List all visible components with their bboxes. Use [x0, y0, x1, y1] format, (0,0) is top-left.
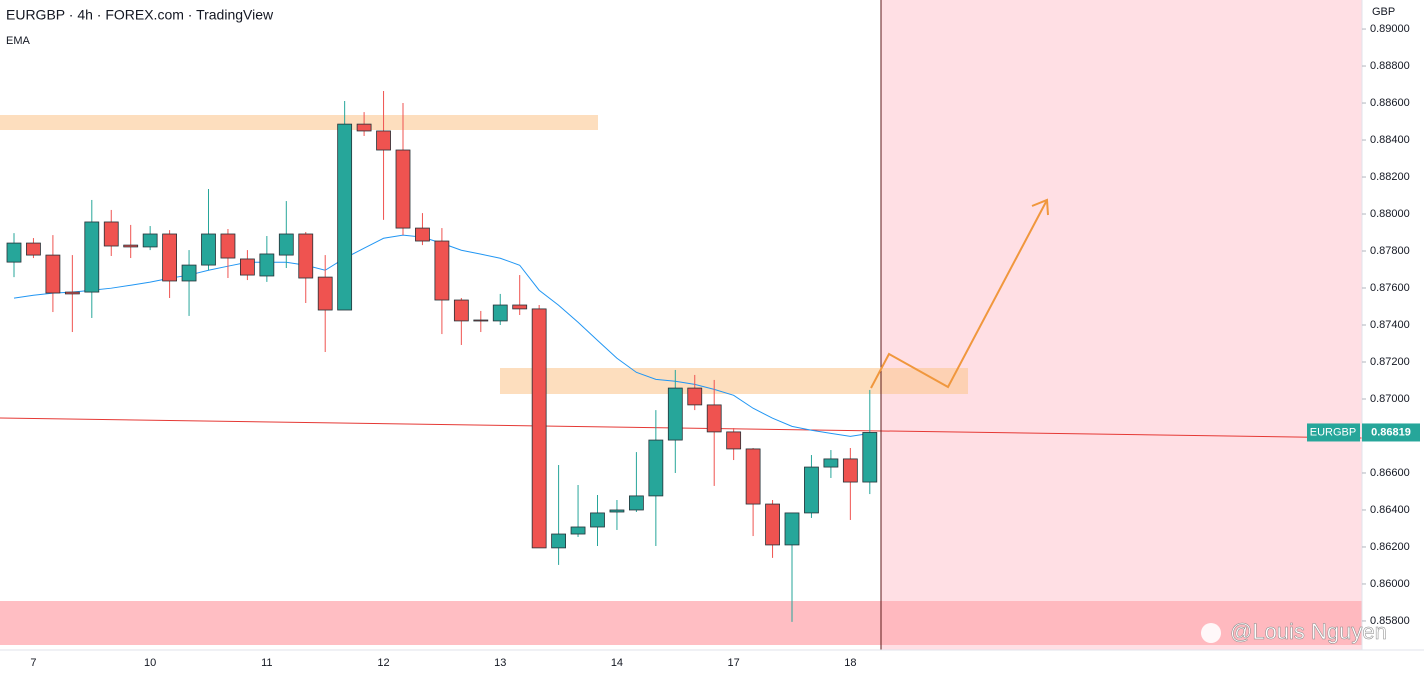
x-tick-label: 13: [494, 657, 506, 669]
candle-body: [648, 439, 664, 497]
candle-body: [6, 242, 22, 263]
candle-body: [64, 291, 80, 295]
y-tick-label: 0.88000: [1370, 208, 1410, 220]
candle-body: [629, 495, 644, 511]
x-tick-label: 11: [261, 657, 272, 669]
y-tick-label: 0.87000: [1370, 393, 1410, 405]
candle-body: [376, 130, 391, 151]
watermark: @Louis Nguyen: [1230, 619, 1387, 644]
candle-body: [531, 308, 547, 549]
x-tick-label: 14: [611, 657, 623, 669]
candle-body: [278, 233, 294, 256]
candle-body: [337, 123, 353, 311]
candle-body: [784, 512, 800, 546]
candle-body: [434, 240, 450, 301]
y-tick-label: 0.87800: [1370, 245, 1410, 257]
symbol-badge: [1307, 423, 1360, 442]
candle-body: [512, 304, 528, 310]
x-tick-label: 17: [728, 657, 740, 669]
y-tick-label: 0.86600: [1370, 467, 1410, 479]
y-tick-label: 0.87600: [1370, 282, 1410, 294]
candle-body: [706, 404, 722, 433]
last-price: 0.86819: [1371, 426, 1411, 438]
candle-body: [45, 254, 61, 294]
resistance-zone: [500, 368, 968, 394]
candle-body: [356, 123, 372, 132]
candle-body: [395, 149, 411, 229]
watermark-icon: [1201, 623, 1221, 643]
y-tick-label: 0.86400: [1370, 504, 1410, 516]
demand-zone: [0, 601, 1362, 645]
candle-body: [123, 244, 139, 248]
candle-body: [259, 253, 275, 277]
future-zone: [881, 0, 1362, 650]
candle-body: [298, 233, 314, 279]
x-tick-label: 18: [844, 657, 856, 669]
price-badge: [1362, 423, 1420, 442]
candle-body: [26, 242, 41, 256]
candle-body: [667, 387, 683, 441]
y-tick-label: 0.87400: [1370, 319, 1410, 331]
y-tick-label: 0.86000: [1370, 578, 1410, 590]
candle-body: [492, 304, 508, 322]
x-tick-label: 12: [377, 657, 389, 669]
candle-body: [687, 387, 703, 406]
y-tick-label: 0.85800: [1370, 615, 1410, 627]
candle-body: [745, 448, 761, 505]
axis-label: GBP: [1372, 6, 1395, 18]
candle-body: [473, 319, 489, 322]
y-tick-label: 0.87200: [1370, 356, 1410, 368]
y-tick-label: 0.88800: [1370, 60, 1410, 72]
y-tick-label: 0.89000: [1370, 23, 1410, 35]
indicator-name: EMA: [6, 35, 31, 47]
y-tick-label: 0.88200: [1370, 171, 1410, 183]
candle-body: [181, 264, 197, 282]
x-tick-label: 7: [30, 657, 36, 669]
candle-body: [103, 221, 119, 247]
candle-body: [317, 276, 333, 311]
candle-body: [84, 221, 100, 293]
projection-arrow: [870, 199, 1048, 389]
candle-body: [142, 233, 158, 248]
candle-body: [726, 431, 742, 450]
candle-body: [570, 526, 586, 535]
candle-body: [239, 258, 255, 276]
resistance-zone: [0, 115, 598, 130]
candle-body: [609, 509, 625, 513]
y-tick-label: 0.88400: [1370, 134, 1410, 146]
candle-body: [220, 233, 236, 259]
candle-body: [453, 299, 469, 322]
candle-body: [162, 233, 178, 282]
candle-body: [765, 503, 780, 546]
plot-area: [6, 91, 878, 622]
candle-body: [551, 533, 566, 549]
candle-body: [804, 466, 819, 514]
symbol-label: EURGBP: [1310, 426, 1356, 438]
candle-body: [862, 432, 878, 483]
arrow-head: [1031, 198, 1049, 216]
y-tick-label: 0.88600: [1370, 97, 1410, 109]
candle-body: [842, 458, 858, 483]
candle-body: [415, 227, 430, 242]
y-tick-label: 0.86200: [1370, 541, 1410, 553]
candle-body: [201, 233, 216, 266]
candle-body: [590, 512, 605, 528]
candle-body: [823, 458, 839, 468]
chart-title: EURGBP · 4h · FOREX.com · TradingView: [6, 7, 274, 23]
x-tick-label: 10: [144, 657, 156, 669]
